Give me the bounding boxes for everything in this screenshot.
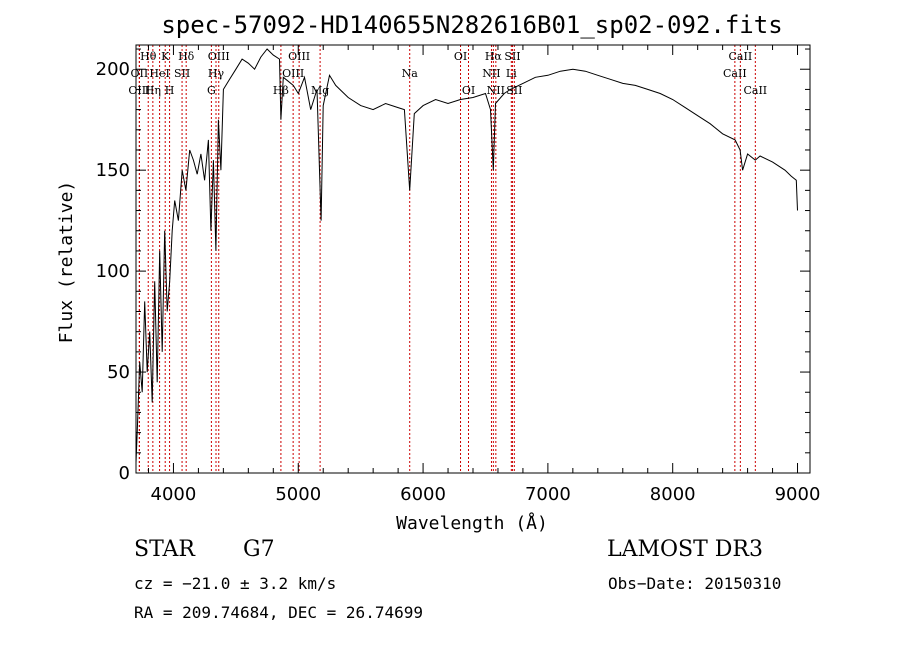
y-axis-label: Flux (relative)	[56, 181, 77, 344]
line-marker-label: SII	[174, 67, 190, 80]
line-marker-label: OII	[131, 67, 149, 80]
line-marker-label: Hδ	[178, 50, 195, 63]
line-marker-label: Hγ	[208, 67, 225, 80]
line-marker-label: NII	[487, 84, 505, 97]
line-marker-label: Li	[506, 67, 517, 80]
y-tick-label: 50	[107, 362, 130, 383]
line-marker-label: Hβ	[273, 84, 289, 97]
redshift-velocity: cz = −21.0 ± 3.2 km/s	[134, 574, 337, 593]
flux-series-line	[135, 48, 798, 463]
line-marker-label: G	[207, 84, 216, 97]
emission-line-labels: HθOIIOIIIHηHeIKHSIIHδGHγOIIIHβOIIIOIIIMg…	[128, 50, 767, 97]
line-marker-label: K	[161, 50, 170, 63]
line-marker-label: NII	[482, 67, 500, 80]
line-marker-label: CaII	[729, 50, 753, 63]
line-marker-label: HeI	[149, 67, 169, 80]
y-tick-label: 150	[96, 160, 130, 181]
object-subclass: G7	[243, 537, 275, 562]
object-class: STAR	[134, 537, 195, 562]
y-tick-label: 200	[96, 59, 130, 80]
line-marker-label: OIII	[208, 50, 230, 63]
line-marker-label: SII	[506, 84, 522, 97]
line-marker-label: Na	[402, 67, 419, 80]
line-marker-label: CaII	[743, 84, 767, 97]
chart-title: spec-57092-HD140655N282616B01_sp02-092.f…	[161, 11, 782, 39]
survey-name: LAMOST DR3	[607, 537, 763, 562]
line-marker-label: Hη	[145, 84, 161, 97]
x-tick-label: 6000	[400, 484, 446, 505]
ra-dec-coordinates: RA = 209.74684, DEC = 26.74699	[134, 603, 423, 622]
y-tick-label: 0	[119, 463, 130, 484]
x-axis-ticks: 4000 5000 6000 7000 8000 9000	[147, 45, 821, 505]
y-axis-ticks: 0 50 100 150 200	[96, 48, 810, 484]
x-tick-label: 5000	[275, 484, 321, 505]
line-marker-label: Hα	[485, 50, 503, 63]
x-tick-label: 7000	[525, 484, 571, 505]
line-marker-label: CaII	[723, 67, 747, 80]
line-marker-label: Hθ	[140, 50, 157, 63]
observation-date: Obs−Date: 20150310	[608, 574, 782, 593]
x-tick-label: 8000	[650, 484, 696, 505]
line-marker-label: H	[165, 84, 175, 97]
x-axis-label: Wavelength (Å)	[396, 512, 548, 534]
line-marker-label: OI	[462, 84, 475, 97]
emission-line-markers	[138, 45, 756, 473]
x-tick-label: 9000	[775, 484, 821, 505]
line-marker-label: OIII	[282, 67, 304, 80]
x-tick-label: 4000	[151, 484, 197, 505]
y-tick-label: 100	[96, 261, 130, 282]
line-marker-label: OIII	[288, 50, 310, 63]
plot-frame	[135, 44, 811, 474]
line-marker-label: OI	[454, 50, 467, 63]
line-marker-label: OIII	[128, 84, 150, 97]
line-marker-label: SII	[504, 50, 520, 63]
